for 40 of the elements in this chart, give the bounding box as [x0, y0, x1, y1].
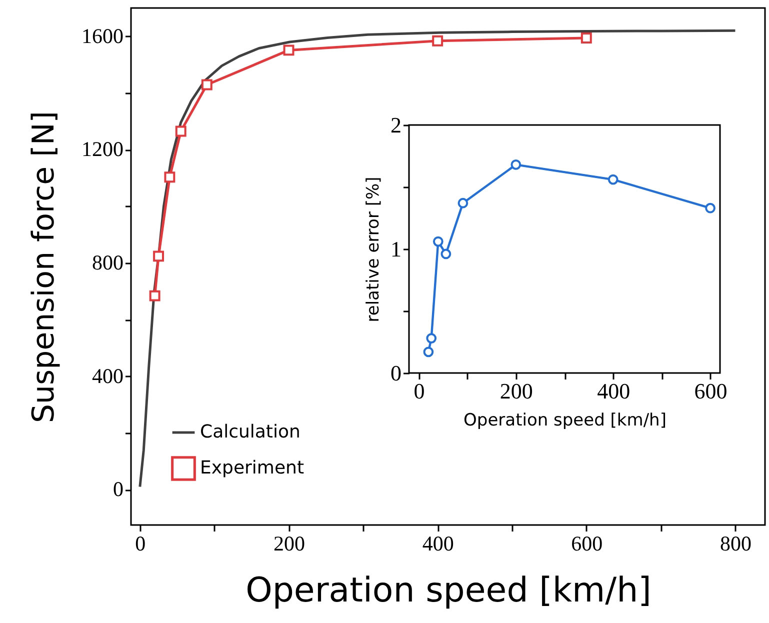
- x-tick-label: 400: [597, 378, 630, 404]
- y-tick-label: 400: [92, 364, 124, 388]
- legend-label: Experiment: [200, 458, 304, 478]
- point: [175, 126, 186, 137]
- x-tick-label: 200: [500, 378, 533, 404]
- point: [458, 198, 468, 208]
- point: [149, 290, 160, 302]
- y-tick-label: 1600: [82, 24, 124, 48]
- point: [164, 172, 176, 183]
- y-axis-title: Suspension force [N]: [26, 111, 62, 423]
- y-tick-label: 2: [390, 112, 402, 138]
- point: [705, 202, 716, 214]
- line-series: [138, 29, 736, 488]
- x-tick-label: 0: [135, 532, 146, 556]
- point: [432, 35, 444, 46]
- point: [432, 236, 444, 247]
- y-tick-label: 0: [390, 360, 402, 386]
- y-tick-label: 800: [92, 250, 124, 274]
- point: [580, 32, 592, 44]
- point: [153, 250, 164, 262]
- y-axis-title: relative error [%]: [364, 176, 384, 322]
- point: [426, 333, 437, 344]
- x-axis-title: Operation speed [km/h]: [246, 570, 652, 610]
- point: [510, 160, 522, 170]
- point: [440, 248, 452, 260]
- x-tick-label: 400: [422, 532, 454, 556]
- x-axis-title: Operation speed [km/h]: [464, 410, 666, 430]
- x-tick-label: 0: [414, 378, 425, 404]
- legend-label: Calculation: [200, 422, 300, 442]
- x-tick-label: 200: [274, 532, 306, 556]
- point: [201, 79, 212, 90]
- point: [423, 346, 434, 358]
- x-tick-label: 600: [571, 532, 603, 556]
- x-tick-label: 600: [694, 378, 728, 404]
- y-tick-label: 1: [390, 236, 402, 262]
- point: [608, 174, 618, 185]
- y-tick-label: 1200: [82, 137, 124, 162]
- point: [283, 44, 294, 56]
- y-tick-label: 0: [113, 477, 124, 502]
- x-tick-label: 800: [720, 532, 752, 556]
